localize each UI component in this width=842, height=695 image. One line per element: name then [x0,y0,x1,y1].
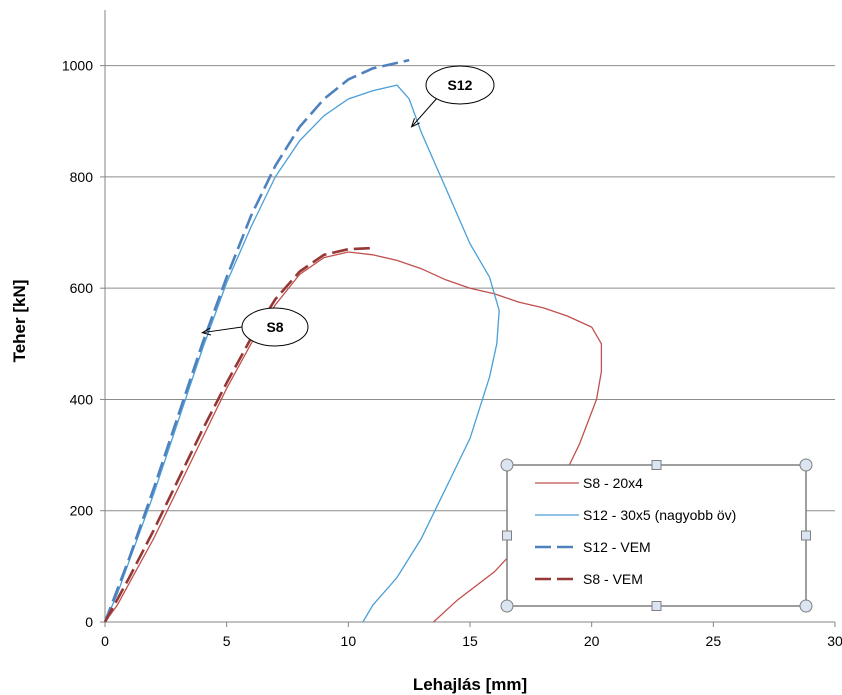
callout-arrowhead-0 [410,118,420,128]
series-line-0 [104,251,603,623]
y-tick-label-1: 200 [70,503,94,519]
ticks: 0 200 400 600 800 1000 0 5 10 15 20 30 25 [62,58,842,649]
callout-ellipse-0 [425,65,495,105]
resize-handle-corner-1[interactable] [799,458,813,472]
series-line-1 [104,84,500,623]
series-group [103,58,603,623]
resize-handle-corner-0[interactable] [500,458,514,472]
callout-label-1: S8 [266,319,283,335]
callout-arrowhead-1 [201,327,212,336]
y-tick-label-4: 800 [70,169,94,185]
series-line-2 [103,58,410,623]
resize-handle-edge-3[interactable] [801,530,811,541]
y-tick-label-3: 600 [70,280,94,296]
y-tick-label-0: 0 [85,614,93,630]
legend[interactable]: S8 - 20x4 S12 - 30x5 (nagyobb öv) S12 - VE… [500,458,813,613]
x-tick-label-3: 15 [462,633,478,649]
legend-label-3: S8 - VEM [583,571,643,587]
x-tick-label-0: 0 [101,633,109,649]
x-tick-label-5: 30 [827,633,842,649]
callout-arrow-1 [202,326,243,334]
x-tick-label-1: 5 [223,633,231,649]
y-tick-label-5: 1000 [62,58,93,74]
y-axis-title: Teher [kN] [10,280,29,363]
callout-label-0: S12 [448,77,473,93]
resize-handle-edge-0[interactable] [651,460,662,470]
legend-box [506,464,807,607]
y-tick-label-2: 400 [70,391,94,407]
legend-label-1: S12 - 30x5 (nagyobb öv) [583,507,736,523]
resize-handle-edge-1[interactable] [651,601,662,611]
legend-label-0: S8 - 20x4 [583,475,643,491]
x-axis-title: Lehajlás [mm] [413,675,527,694]
x-tick-label-2: 10 [341,633,357,649]
callout-0: S12 [410,65,495,128]
resize-handle-edge-2[interactable] [502,530,512,541]
series-line-3 [103,246,373,623]
callout-arrow-0 [411,96,439,128]
x-tick-label-25: 25 [706,633,722,649]
annotations: S12 S8 [201,65,495,347]
resize-handle-corner-3[interactable] [799,599,813,613]
callout-ellipse-1 [241,307,309,347]
callout-1: S8 [201,307,309,347]
legend-label-2: S12 - VEM [583,539,651,555]
x-tick-label-4: 20 [584,633,600,649]
resize-handle-corner-2[interactable] [500,599,514,613]
